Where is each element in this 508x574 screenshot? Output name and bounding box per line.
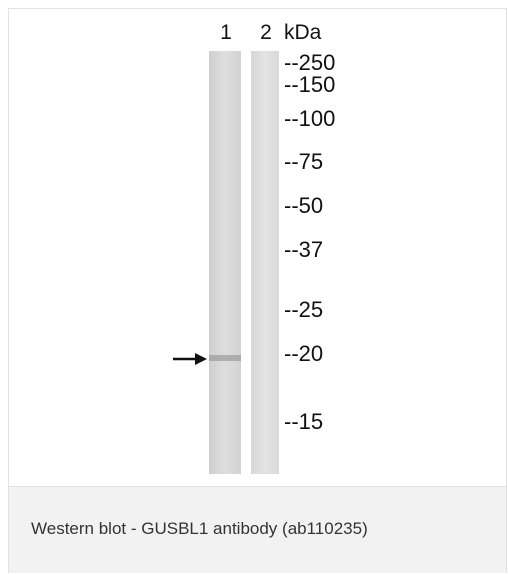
- band: [209, 355, 241, 361]
- marker-label: --50: [284, 193, 323, 218]
- marker-label: --20: [284, 341, 323, 366]
- marker-label: --75: [284, 149, 323, 174]
- lane-label: 1: [220, 21, 232, 44]
- lane-1: [209, 51, 241, 474]
- marker-label: --100: [284, 106, 335, 131]
- marker-label: --15: [284, 409, 323, 434]
- marker-label: --150: [284, 72, 335, 97]
- lane-2: [251, 51, 279, 474]
- caption-area: Western blot - GUSBL1 antibody (ab110235…: [9, 486, 506, 573]
- arrow-head: [195, 353, 207, 365]
- marker-label: --37: [284, 237, 323, 262]
- page: {"figure": {"lane_labels": ["1", "2"], "…: [0, 0, 508, 574]
- marker-label: --25: [284, 297, 323, 322]
- caption: Western blot - GUSBL1 antibody (ab110235…: [31, 519, 368, 539]
- unit-label: kDa: [284, 21, 322, 44]
- lane-label: 2: [260, 21, 272, 44]
